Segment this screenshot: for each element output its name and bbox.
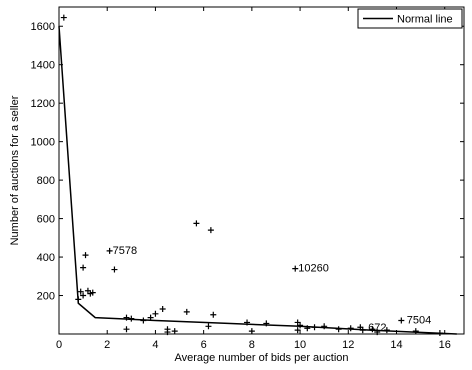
x-tick-label: 16 bbox=[439, 339, 451, 351]
data-point bbox=[164, 329, 171, 336]
data-point bbox=[106, 247, 113, 254]
y-tick-label: 800 bbox=[37, 175, 55, 187]
x-tick-label: 6 bbox=[201, 339, 207, 351]
data-points bbox=[60, 14, 443, 337]
data-point bbox=[263, 320, 270, 327]
point-annotation: 672 bbox=[368, 322, 386, 334]
axis-ticks bbox=[58, 7, 464, 334]
y-tick-label: 1200 bbox=[31, 98, 55, 110]
data-point bbox=[357, 324, 364, 331]
data-point bbox=[183, 308, 190, 315]
normal-line-layer bbox=[58, 26, 457, 335]
data-point bbox=[82, 252, 89, 259]
data-point bbox=[383, 327, 390, 334]
x-axis-title: Average number of bids per auction bbox=[174, 352, 348, 364]
legend: Normal line bbox=[357, 8, 463, 29]
data-point bbox=[311, 324, 318, 331]
data-point bbox=[123, 314, 130, 321]
point-annotation: 10260 bbox=[298, 263, 329, 275]
point-annotations: 7578 10260 672 7504 bbox=[113, 245, 432, 334]
data-point bbox=[436, 330, 443, 337]
normal-line-series bbox=[58, 26, 457, 335]
data-point bbox=[75, 296, 82, 303]
data-point bbox=[398, 317, 405, 324]
data-point bbox=[321, 323, 328, 330]
x-tick-label: 0 bbox=[56, 339, 62, 351]
y-tick-label: 400 bbox=[37, 252, 55, 264]
data-point bbox=[147, 314, 154, 321]
y-tick-label: 200 bbox=[37, 291, 55, 303]
data-point bbox=[89, 289, 96, 296]
y-axis-title: Number of auctions for a seller bbox=[9, 95, 21, 245]
y-tick-label: 600 bbox=[37, 214, 55, 226]
data-point bbox=[205, 323, 212, 330]
x-tick-label: 8 bbox=[249, 339, 255, 351]
plot-frame bbox=[58, 6, 465, 335]
x-tick-label: 12 bbox=[342, 339, 354, 351]
data-point bbox=[294, 327, 301, 334]
data-point bbox=[111, 266, 118, 273]
legend-label: Normal line bbox=[397, 14, 453, 26]
data-point bbox=[412, 328, 419, 335]
data-point bbox=[77, 288, 84, 295]
data-point bbox=[369, 326, 376, 333]
data-point bbox=[123, 326, 130, 333]
y-tick-label: 1600 bbox=[31, 21, 55, 33]
x-tick-label: 10 bbox=[294, 339, 306, 351]
data-point bbox=[210, 311, 217, 318]
data-point bbox=[374, 329, 381, 336]
data-point bbox=[80, 264, 87, 271]
data-point bbox=[347, 325, 354, 332]
data-point bbox=[335, 326, 342, 333]
data-point bbox=[60, 14, 67, 21]
data-point bbox=[128, 315, 135, 322]
data-point bbox=[193, 220, 200, 227]
data-point bbox=[159, 305, 166, 312]
y-tick-label: 1000 bbox=[31, 137, 55, 149]
x-tick-label: 14 bbox=[390, 339, 402, 351]
data-point bbox=[244, 319, 251, 326]
tick-labels: 0 2 4 6 8 10 12 14 16 200 400 600 800 1000 1200 1400 160… bbox=[31, 21, 451, 351]
x-tick-label: 4 bbox=[152, 339, 158, 351]
data-point bbox=[140, 317, 147, 324]
data-point bbox=[297, 322, 304, 329]
x-tick-label: 2 bbox=[104, 339, 110, 351]
data-point bbox=[304, 325, 311, 332]
data-point bbox=[152, 310, 159, 317]
y-tick-label: 1400 bbox=[31, 60, 55, 72]
point-annotation: 7578 bbox=[113, 245, 137, 257]
point-annotation: 7504 bbox=[407, 315, 431, 327]
data-point bbox=[292, 265, 299, 272]
data-point bbox=[207, 227, 214, 234]
legend-box bbox=[357, 8, 463, 29]
data-point bbox=[171, 328, 178, 335]
data-point bbox=[80, 292, 87, 299]
data-point bbox=[248, 328, 255, 335]
